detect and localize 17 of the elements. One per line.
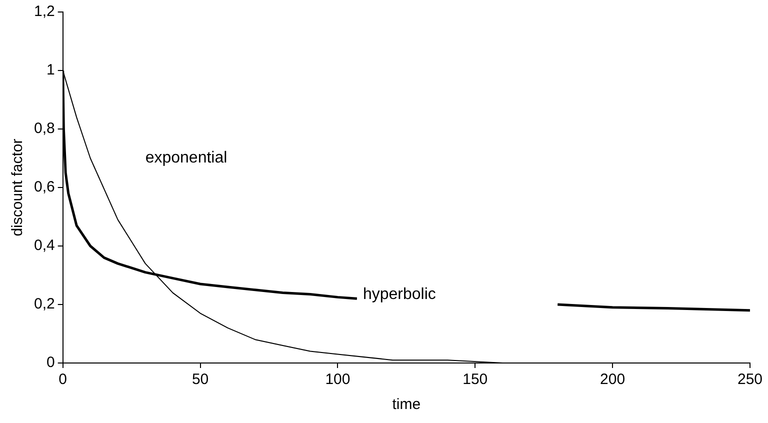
x-axis-title: time	[392, 396, 421, 414]
y-axis-title: discount factor	[9, 138, 26, 236]
y-tick-label: 1	[46, 62, 55, 79]
x-tick-label: 250	[737, 371, 763, 388]
y-tick-label: 0	[46, 354, 55, 372]
x-tick-label: 200	[600, 371, 626, 388]
text: exponential	[145, 150, 228, 167]
y-tick-label: 0,2	[34, 296, 55, 313]
x-tick-label: 50	[192, 371, 209, 388]
series-label: hyperbolic	[362, 286, 436, 304]
y-tick-label: 0,8	[34, 120, 55, 138]
y-tick-label: 0,6	[34, 178, 55, 196]
y-tick-label: 1,2	[34, 3, 55, 20]
y-tick-label: 0,4	[34, 237, 55, 254]
x-tick-label: 0	[58, 371, 68, 388]
x-tick-label: 100	[325, 371, 350, 388]
x-tick-label: 150	[462, 371, 488, 388]
